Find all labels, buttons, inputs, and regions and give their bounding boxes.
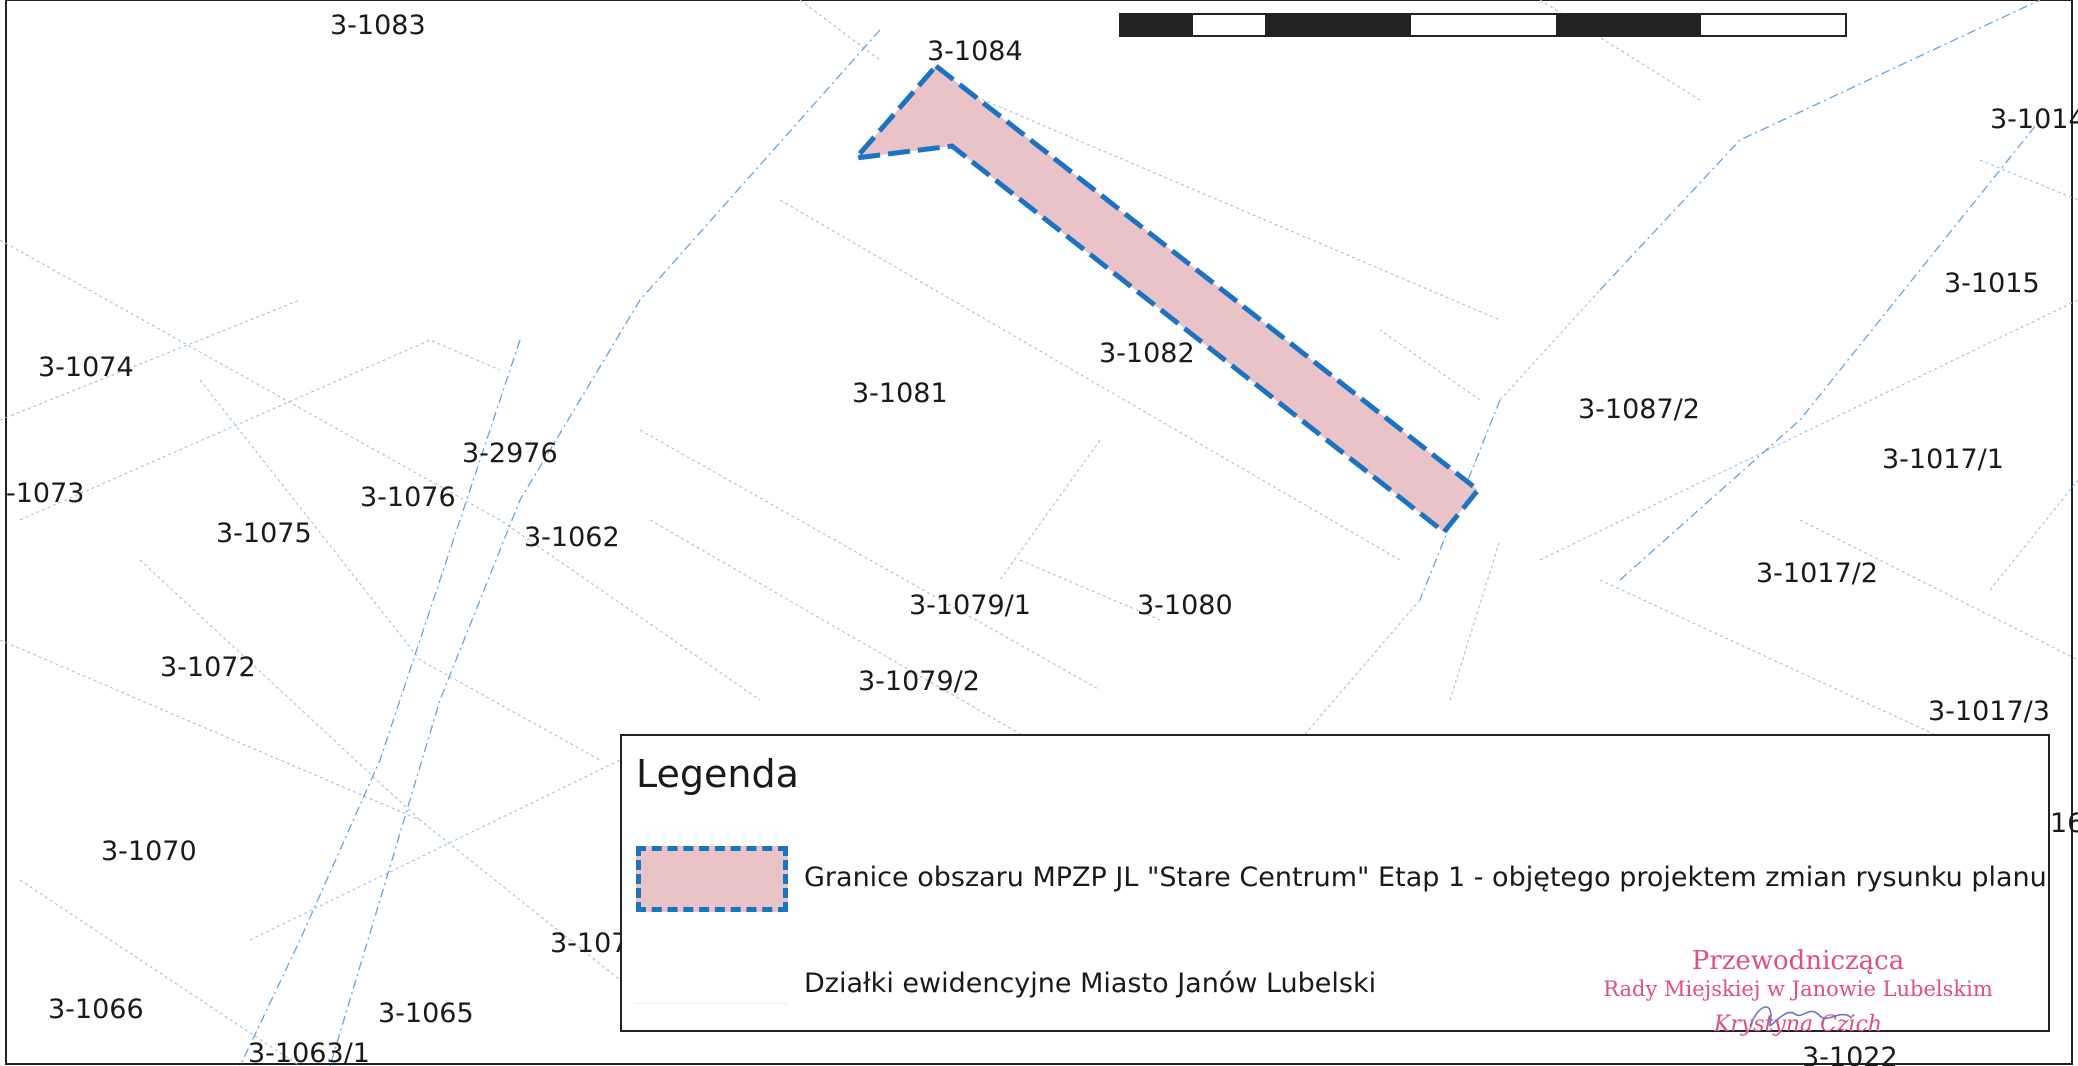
parcel-label: 3-1015: [1944, 268, 2040, 299]
parcel-label: 3-1065: [378, 998, 474, 1029]
legend-label-project-area: Granice obszaru MPZP JL "Stare Centrum" …: [804, 862, 2047, 893]
council-stamp: Przewodnicząca Rady Miejskiej w Janowie …: [1598, 946, 1998, 1038]
parcel-label: 16: [2050, 808, 2078, 839]
parcel-label: 3-1082: [1099, 338, 1195, 369]
road-edges: [239, 0, 2041, 1066]
map-legend: Legenda Granice obszaru MPZP JL "Stare C…: [620, 734, 2050, 1032]
scale-bar: [1119, 13, 1847, 37]
parcel-label: 3-1087/2: [1578, 394, 1700, 425]
parcel-label: 3-1070: [101, 836, 197, 867]
parcel-label: -1073: [6, 478, 84, 509]
parcel-labels: 3-1083 3-1084 3-1014 3-1015 3-1074 3-108…: [6, 10, 2078, 1066]
parcel-label: 3-1022: [1802, 1042, 1898, 1066]
parcel-label: 3-1079/2: [858, 666, 980, 697]
handwritten-signature: [1749, 1006, 1853, 1027]
parcel-label: 3-1083: [330, 10, 426, 41]
stamp-name: Krystyna Czich: [1713, 1012, 1883, 1037]
parcel-label: 3-1014: [1990, 104, 2078, 135]
parcel-label: 3-107: [550, 928, 628, 959]
legend-swatch-project-area: [636, 846, 788, 912]
legend-label-parcels: Działki ewidencyjne Miasto Janów Lubelsk…: [804, 968, 1377, 999]
parcel-label: 3-1063/1: [248, 1038, 370, 1066]
parcel-label: 3-1066: [48, 994, 144, 1025]
parcel-label: 3-1081: [852, 378, 948, 409]
legend-swatch-parcels: [636, 964, 788, 1004]
parcel-label: 3-1079/1: [909, 590, 1031, 621]
parcel-label: 3-1075: [216, 518, 312, 549]
parcel-label: 3-1084: [927, 36, 1023, 67]
legend-title: Legenda: [636, 752, 799, 796]
parcel-label: 3-1074: [38, 352, 134, 383]
stamp-subtitle: Rady Miejskiej w Janowie Lubelskim: [1603, 977, 1993, 1001]
parcel-label: 3-1017/1: [1882, 444, 2004, 475]
parcel-label: 3-1080: [1137, 590, 1233, 621]
parcel-label: 3-1017/3: [1928, 696, 2050, 727]
parcel-label: 3-1076: [360, 482, 456, 513]
project-area-polygon: [849, 62, 1482, 536]
parcel-label: 3-1017/2: [1756, 558, 1878, 589]
parcel-label: 3-2976: [462, 438, 558, 469]
stamp-title: Przewodnicząca: [1691, 946, 1905, 976]
parcel-label: 3-1072: [160, 652, 256, 683]
parcel-label: 3-1062: [524, 522, 620, 553]
map-frame: [5, 0, 2073, 1065]
